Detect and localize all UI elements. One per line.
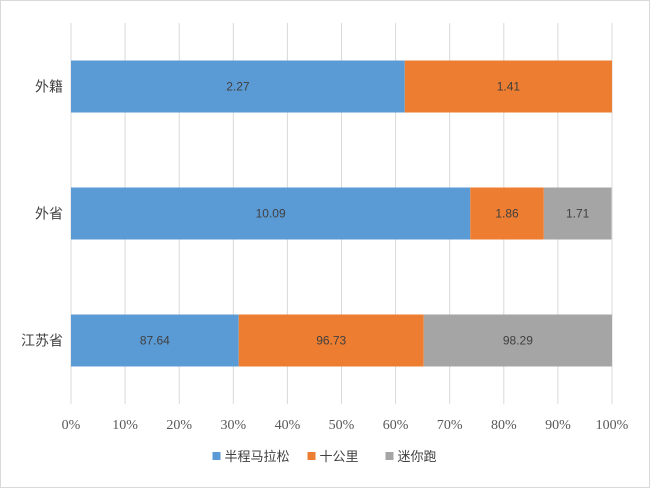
legend-swatch bbox=[385, 452, 394, 460]
category-label: 外籍 bbox=[35, 79, 63, 96]
data-label: 96.73 bbox=[316, 334, 346, 348]
x-tick-label: 40% bbox=[275, 418, 301, 433]
legend-label: 半程马拉松 bbox=[225, 450, 290, 465]
category-label: 江苏省 bbox=[21, 334, 63, 350]
category-label: 外省 bbox=[35, 207, 63, 223]
x-tick-label: 70% bbox=[437, 418, 463, 433]
data-label: 2.27 bbox=[226, 80, 250, 94]
x-tick-label: 10% bbox=[112, 418, 138, 433]
legend-label: 迷你跑 bbox=[398, 450, 437, 465]
bar-segment bbox=[71, 60, 405, 113]
data-label: 1.71 bbox=[566, 207, 590, 221]
data-label: 10.09 bbox=[256, 207, 286, 221]
bar-segment bbox=[404, 60, 612, 113]
x-tick-label: 30% bbox=[220, 418, 246, 433]
x-tick-label: 60% bbox=[383, 418, 409, 433]
x-tick-label: 50% bbox=[329, 418, 355, 433]
bar-segment bbox=[238, 314, 424, 367]
bar-segment bbox=[543, 187, 612, 240]
x-tick-label: 90% bbox=[545, 418, 571, 433]
data-label: 1.41 bbox=[497, 80, 521, 94]
legend-swatch bbox=[212, 452, 221, 460]
data-label: 87.64 bbox=[140, 334, 170, 348]
x-tick-label: 0% bbox=[62, 418, 81, 433]
bar-segment bbox=[71, 314, 239, 367]
x-tick-label: 80% bbox=[491, 418, 517, 433]
x-tick-label: 20% bbox=[166, 418, 192, 433]
data-label: 1.86 bbox=[495, 207, 519, 221]
bar-segment bbox=[423, 314, 612, 367]
x-tick-label: 100% bbox=[596, 418, 629, 433]
legend-label: 十公里 bbox=[320, 450, 359, 465]
data-label: 98.29 bbox=[503, 334, 533, 348]
bar-segment bbox=[71, 187, 471, 240]
bar-segment bbox=[470, 187, 544, 240]
legend-swatch bbox=[307, 452, 316, 460]
